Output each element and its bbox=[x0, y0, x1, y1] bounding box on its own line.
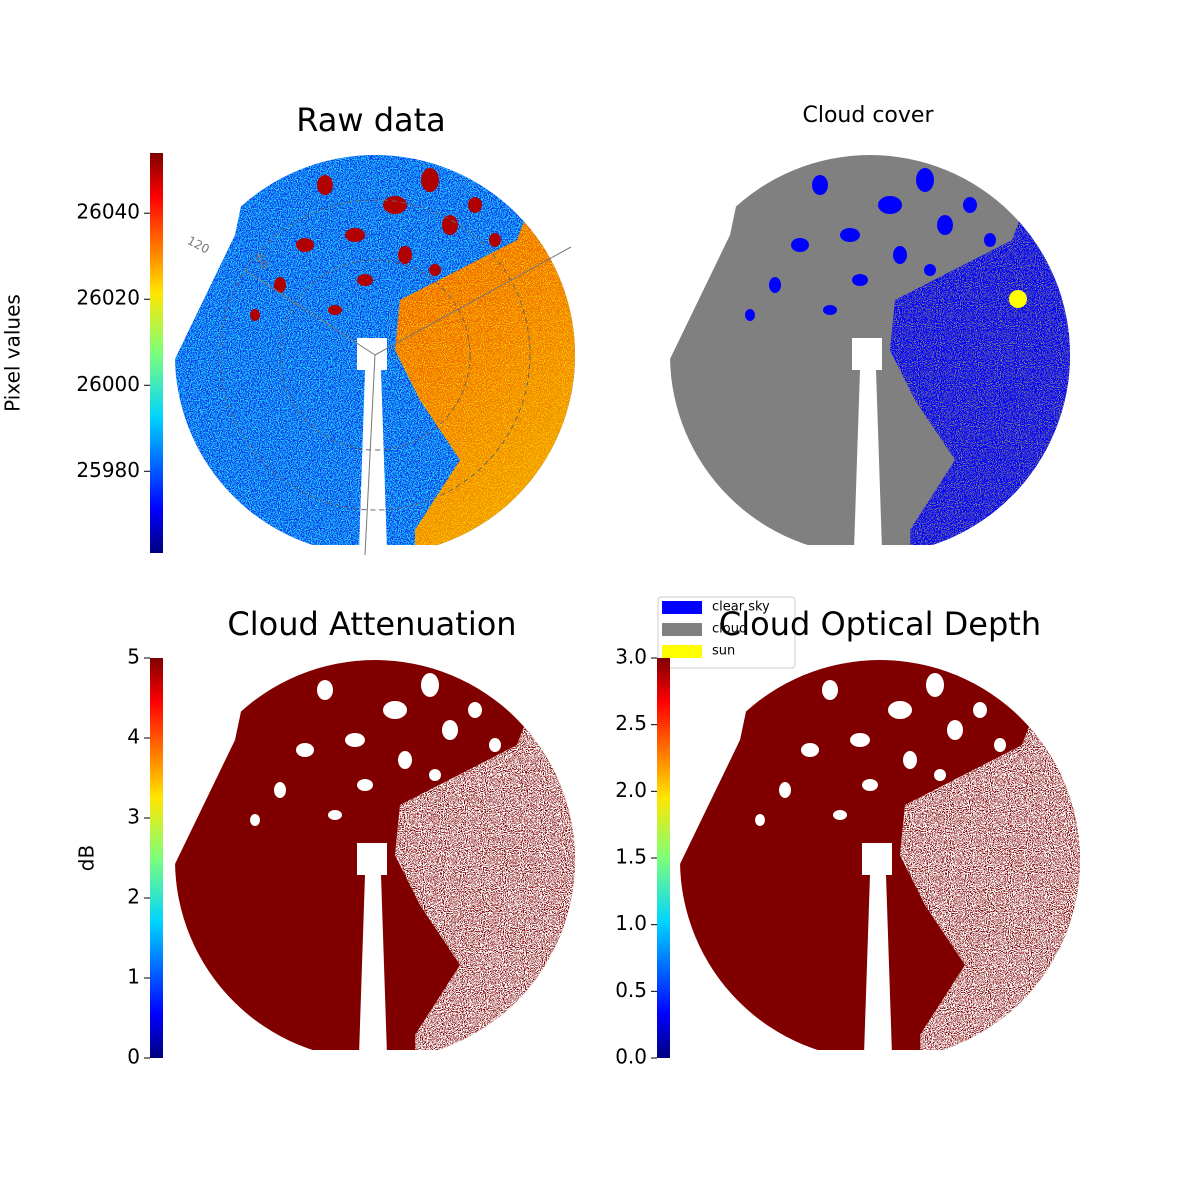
colorbar bbox=[150, 658, 163, 1058]
legend-label: cloud bbox=[712, 622, 747, 637]
panel-title: Cloud Attenuation bbox=[227, 605, 516, 643]
colorbar-tick-label: 0.5 bbox=[615, 978, 647, 1002]
colorbar-tick-label: 2.5 bbox=[615, 711, 647, 735]
colorbar-tick-label: 0.0 bbox=[615, 1045, 647, 1069]
panel-title: Cloud cover bbox=[803, 103, 935, 128]
colorbar-tick-label: 2 bbox=[127, 885, 140, 909]
colorbar-tick-label: 1.0 bbox=[615, 911, 647, 935]
colorbar-tick-label: 1.5 bbox=[615, 845, 647, 869]
colorbar-tick-label: 2.0 bbox=[615, 778, 647, 802]
colorbar bbox=[657, 658, 670, 1058]
colorbar-label: Pixel values bbox=[1, 294, 25, 412]
optical-depth-image bbox=[680, 660, 1080, 1055]
attenuation-image bbox=[175, 660, 575, 1055]
colorbar-label: dB bbox=[75, 845, 99, 871]
colorbar-tick-label: 3.0 bbox=[615, 645, 647, 669]
colorbar-tick-label: 5 bbox=[127, 645, 140, 669]
colorbar-tick-label: 0 bbox=[127, 1045, 140, 1069]
polar-annotation: 60 bbox=[252, 251, 272, 271]
colorbar-tick-label: 1 bbox=[127, 965, 140, 989]
legend-swatch bbox=[662, 645, 702, 658]
legend-swatch bbox=[662, 623, 702, 636]
colorbar bbox=[150, 153, 163, 553]
colorbar-tick-label: 26040 bbox=[76, 200, 140, 224]
colorbar-tick-label: 25980 bbox=[76, 458, 140, 482]
colorbar-tick-label: 4 bbox=[127, 725, 140, 749]
panel-title: Raw data bbox=[296, 101, 446, 139]
legend-swatch bbox=[662, 601, 702, 614]
raw-image bbox=[175, 155, 575, 556]
cloud-cover-image bbox=[670, 155, 1070, 550]
legend-label: clear sky bbox=[712, 600, 770, 615]
colorbar-tick-label: 26020 bbox=[76, 286, 140, 310]
colorbar-tick-label: 3 bbox=[127, 805, 140, 829]
panel-title: Cloud Optical Depth bbox=[719, 605, 1041, 643]
polar-annotation: 120 bbox=[185, 233, 212, 256]
colorbar-tick-label: 26000 bbox=[76, 372, 140, 396]
legend-label: sun bbox=[712, 644, 735, 659]
